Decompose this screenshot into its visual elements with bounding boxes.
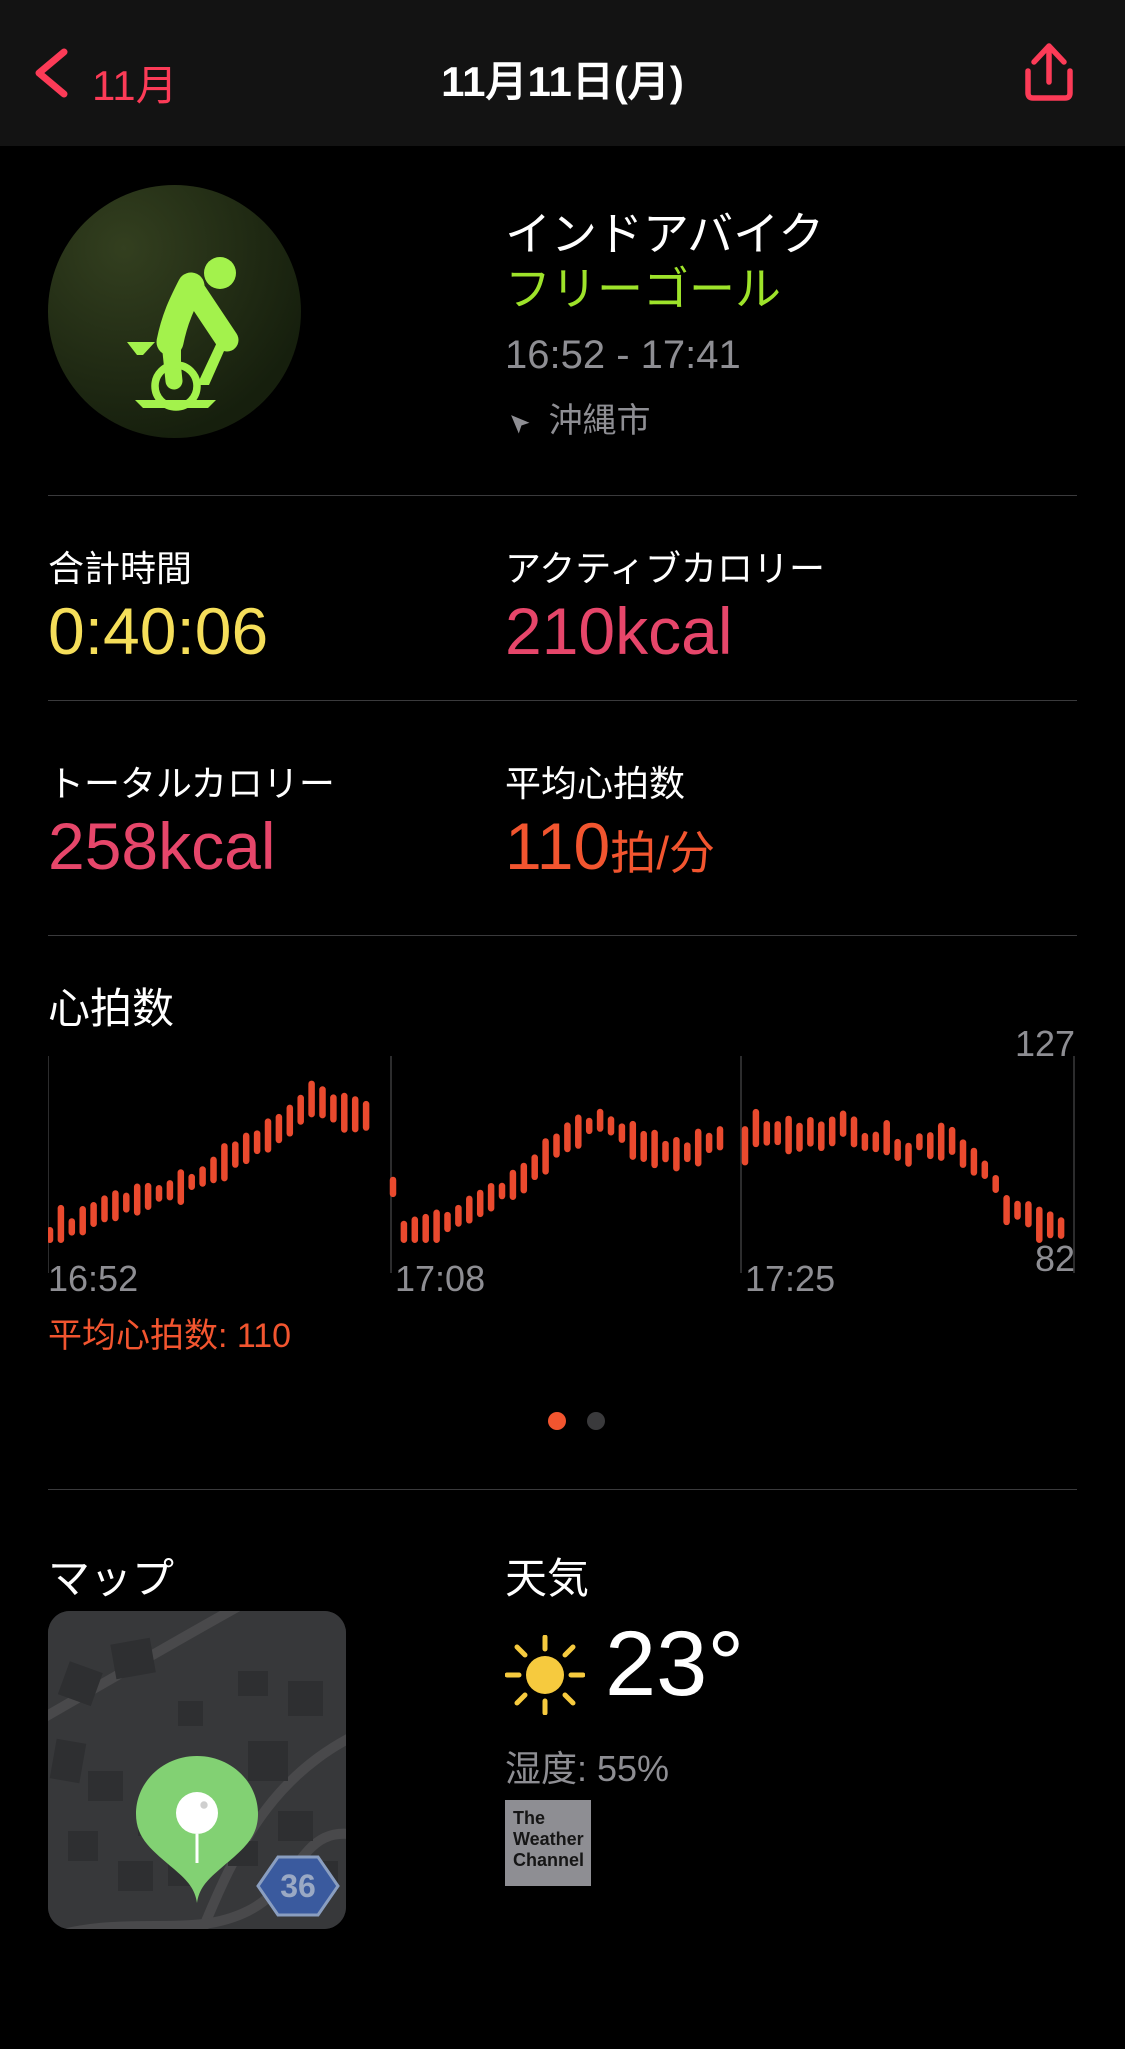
svg-text:36: 36: [280, 1868, 316, 1904]
